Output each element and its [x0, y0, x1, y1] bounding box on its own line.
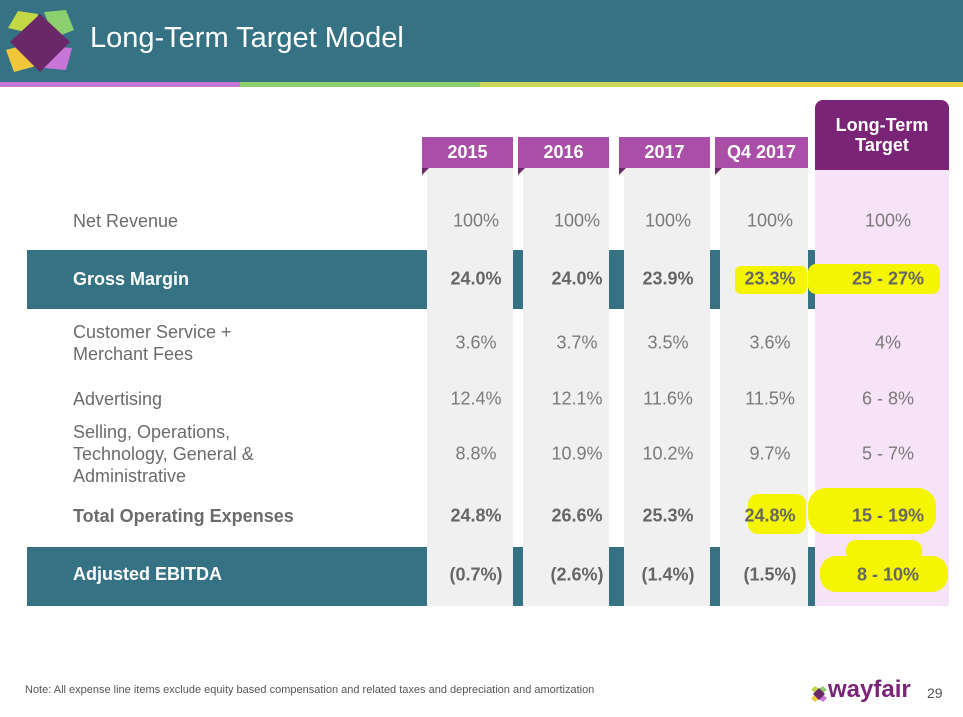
- header-notch: [518, 168, 525, 175]
- column-header-2015: 2015: [422, 137, 513, 168]
- table-cell: 100%: [746, 210, 794, 231]
- table-cell: (1.5%): [743, 564, 797, 585]
- table-cell: 23.9%: [642, 268, 694, 289]
- column-header-2017: 2017: [619, 137, 710, 168]
- table-cell: 100%: [553, 210, 601, 231]
- row-label-adjusted-ebitda: Adjusted EBITDA: [73, 564, 223, 584]
- table-cell: 100%: [452, 210, 500, 231]
- header-notch: [715, 168, 722, 175]
- cell-background: [720, 547, 808, 606]
- table-cell: 10.2%: [642, 443, 694, 464]
- slide-header: Long-Term Target Model: [0, 0, 963, 82]
- column-background: [624, 168, 710, 606]
- target-cell: 4%: [874, 332, 901, 353]
- table-cell: 24.0%: [450, 268, 502, 289]
- table-cell: 25.3%: [642, 505, 694, 526]
- table-cell: 23.3%: [744, 268, 796, 289]
- table-cell: 24.8%: [744, 505, 796, 526]
- table-cell: (2.6%): [550, 564, 604, 585]
- row-label-customer-service: Customer Service + Merchant Fees: [73, 322, 232, 364]
- row-label-net-revenue: Net Revenue: [73, 211, 179, 231]
- table-cell: 3.6%: [749, 332, 791, 353]
- table-cell: 12.4%: [450, 388, 502, 409]
- highlight-mark: [748, 494, 806, 534]
- target-header-label: Long-Term Target: [835, 115, 929, 155]
- header-notch: [619, 168, 626, 175]
- target-cell: 8 - 10%: [856, 564, 920, 585]
- row-label-sotga: Selling, Operations, Technology, General…: [73, 422, 254, 486]
- table-cell: 26.6%: [551, 505, 603, 526]
- table-cell: (0.7%): [449, 564, 503, 585]
- page-number: 29: [927, 685, 943, 701]
- table-cell: (1.4%): [641, 564, 695, 585]
- slide-title: Long-Term Target Model: [90, 22, 404, 54]
- cell-background: [523, 547, 609, 606]
- highlight-mark: [808, 264, 940, 294]
- table-cell: 24.8%: [450, 505, 502, 526]
- wayfair-mark-icon: [811, 686, 827, 702]
- cell-background: [624, 250, 710, 309]
- wayfair-logo-icon: [6, 10, 74, 72]
- header-stripe: [0, 82, 240, 87]
- header-notch: [422, 168, 429, 175]
- target-cell: 6 - 8%: [861, 388, 915, 409]
- highlight-mark: [808, 488, 936, 534]
- column-background: [720, 168, 808, 606]
- column-background: [523, 168, 609, 606]
- target-cell: 15 - 19%: [851, 505, 925, 526]
- table-cell: 9.7%: [749, 443, 791, 464]
- cell-background: [427, 547, 513, 606]
- column-header-q4-2017: Q4 2017: [715, 137, 808, 168]
- cell-background: [427, 250, 513, 309]
- table-cell: 11.5%: [745, 388, 795, 409]
- target-cell: 25 - 27%: [851, 268, 925, 289]
- highlight-mark: [846, 540, 922, 562]
- column-background: [427, 168, 513, 606]
- header-stripe: [720, 82, 963, 87]
- table-cell: 100%: [644, 210, 692, 231]
- column-header-2016: 2016: [518, 137, 609, 168]
- table-cell: 11.6%: [643, 388, 693, 409]
- row-label-total-operating-expenses: Total Operating Expenses: [73, 506, 294, 526]
- row-label-gross-margin: Gross Margin: [73, 269, 190, 289]
- target-cell: 100%: [864, 210, 912, 231]
- header-stripe: [480, 82, 720, 87]
- highlight-mark: [735, 266, 807, 294]
- highlight-mark: [820, 556, 948, 592]
- table-cell: 10.9%: [551, 443, 603, 464]
- column-header-long-term-target: Long-Term Target: [815, 100, 949, 170]
- header-stripe: [240, 82, 480, 87]
- brand-wordmark: wayfair: [828, 676, 911, 703]
- cell-background: [523, 250, 609, 309]
- table-cell: 3.6%: [455, 332, 497, 353]
- table-cell: 3.7%: [556, 332, 598, 353]
- table-cell: 24.0%: [551, 268, 603, 289]
- cell-background: [624, 547, 710, 606]
- footer-brand: wayfair: [810, 676, 960, 710]
- footnote: Note: All expense line items exclude equ…: [25, 684, 595, 696]
- table-cell: 8.8%: [455, 443, 497, 464]
- table-cell: 12.1%: [551, 388, 603, 409]
- table-cell: 3.5%: [647, 332, 689, 353]
- target-cell: 5 - 7%: [861, 443, 915, 464]
- row-label-advertising: Advertising: [73, 389, 163, 409]
